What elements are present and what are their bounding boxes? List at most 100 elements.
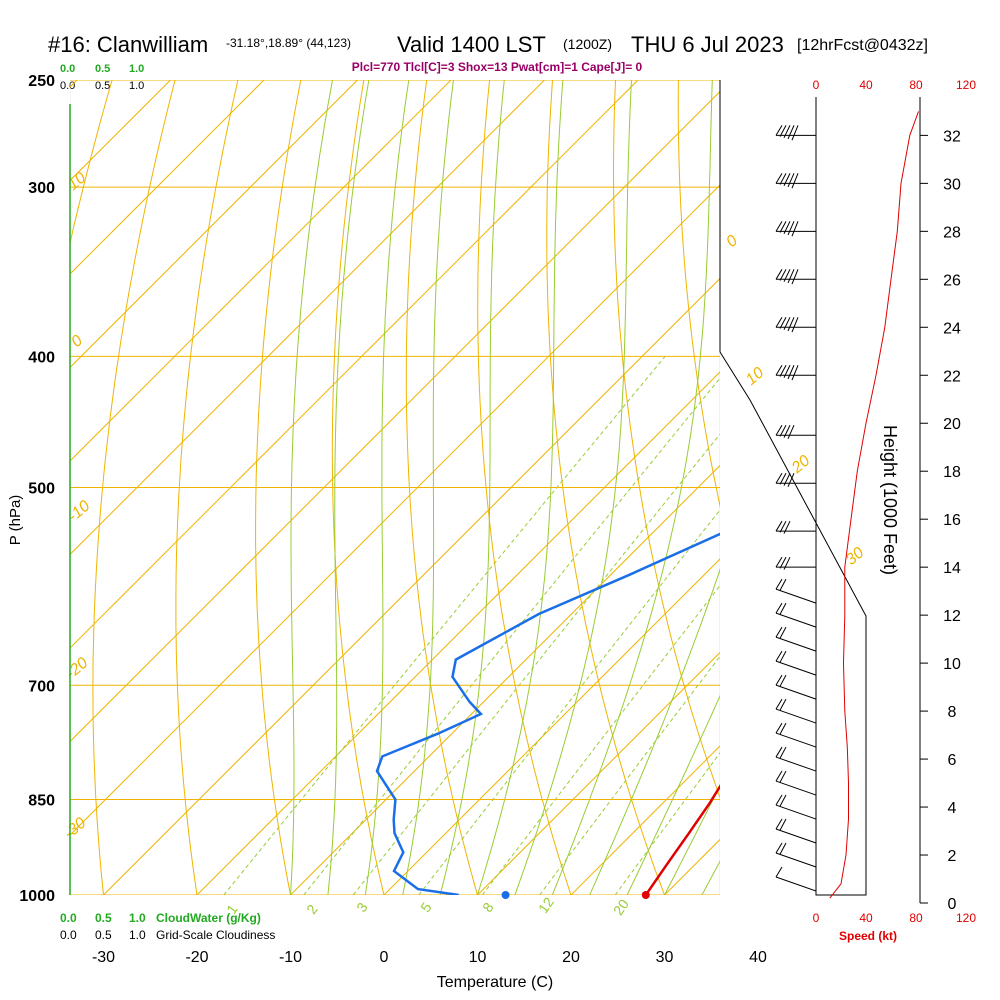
cloudiness-tick: 0.0 — [60, 928, 77, 942]
dry-adiabat-line — [928, 56, 1000, 895]
wind-barb-flag — [791, 221, 799, 237]
speed-tick-label: 120 — [956, 911, 976, 925]
speed-axis-label: Speed (kt) — [839, 929, 897, 943]
wind-barb — [775, 578, 817, 604]
moist-adiabat-line — [589, 568, 720, 895]
surface-dewpoint-marker — [501, 891, 510, 899]
speed-tick-label: 0 — [813, 911, 820, 925]
wind-barb — [775, 520, 816, 534]
height-tick-label: 26 — [943, 272, 961, 289]
cloudiness-tick: 0.5 — [95, 80, 110, 92]
wind-barb-staff — [775, 876, 817, 892]
wind-barb-flag — [779, 317, 787, 329]
thermo-grid — [70, 56, 1000, 895]
isotherm-line — [70, 80, 452, 462]
mixing-ratio-line — [418, 509, 720, 895]
wind-barb-flag — [775, 556, 783, 568]
mixing-ratio-label: 8 — [479, 899, 497, 915]
mixing-ratio-label: 2 — [303, 901, 321, 917]
utc-time: (1200Z) — [563, 36, 612, 52]
dry-adiabat-label: -20 — [63, 655, 92, 683]
wind-barb — [775, 626, 817, 652]
speed-tick-label: 0 — [813, 78, 820, 92]
valid-time: Valid 1400 LST — [397, 32, 546, 57]
wind-barb-staff — [775, 852, 817, 868]
dry-adiabat-line — [175, 80, 239, 895]
wind-barb — [775, 842, 817, 868]
forecast-date: THU 6 Jul 2023 — [631, 32, 784, 57]
speed-tick-label: 40 — [859, 911, 873, 925]
temperature-tick-label: -30 — [92, 949, 115, 966]
pressure-tick-label: 300 — [28, 180, 55, 197]
wind-barb-staff — [775, 780, 817, 796]
isotherm-line — [758, 80, 1000, 895]
wind-barb-flag — [787, 365, 795, 380]
mixing-ratio-line — [303, 377, 720, 895]
mixing-ratio-label: 3 — [353, 899, 371, 915]
wind-barb-flag — [779, 674, 787, 687]
wind-barb-flag — [775, 173, 783, 184]
wind-barb-flag — [783, 173, 791, 186]
wind-barb-flag — [783, 520, 791, 534]
mixing-ratio-label: 12 — [535, 894, 557, 916]
height-tick-label: 32 — [943, 128, 961, 145]
cloudiness-tick: 1.0 — [129, 928, 146, 942]
wind-barb — [775, 794, 817, 820]
wind-barb-staff — [775, 732, 817, 748]
dry-adiabat-line — [612, 80, 720, 800]
moist-adiabat-line — [327, 80, 370, 895]
dewpoint-line — [375, 532, 720, 895]
dry-adiabat-line — [741, 56, 945, 895]
height-tick-label: 0 — [948, 896, 957, 913]
wind-barb-flag — [779, 650, 787, 663]
mixing-ratio-line — [614, 752, 720, 895]
wind-barb-flag — [775, 794, 783, 806]
height-tick-label: 4 — [948, 800, 957, 817]
cloudwater-label: CloudWater (g/Kg) — [156, 911, 261, 925]
wind-barb-flag — [779, 722, 787, 735]
height-tick-label: 20 — [943, 416, 961, 433]
dry-adiabat-label: 10 — [743, 364, 768, 389]
isotherm-line — [945, 80, 1000, 895]
wind-barb-flag — [775, 698, 783, 710]
wind-barb-staff — [775, 588, 817, 604]
moist-adiabat-line — [477, 80, 564, 895]
wind-barb-flag — [779, 770, 787, 783]
dry-adiabat-line — [70, 80, 113, 246]
speed-tick-label: 80 — [909, 911, 923, 925]
wind-barb — [775, 722, 817, 748]
wind-barb-staff — [775, 684, 817, 700]
mixing-ratio-line — [223, 355, 666, 895]
wind-barb-flag — [779, 472, 787, 485]
wind-barb — [775, 424, 816, 440]
wind-barb-flag — [779, 173, 787, 185]
dry-adiabat-line — [92, 80, 176, 895]
moist-adiabat-line — [290, 80, 333, 895]
height-tick-label: 2 — [948, 848, 957, 865]
cloudwater-tick: 0.5 — [95, 63, 110, 75]
height-tick-label: 8 — [948, 704, 957, 721]
wind-barb-flag — [775, 472, 783, 484]
cloudiness-label: Grid-Scale Cloudiness — [156, 928, 275, 942]
isotherm-line — [70, 80, 265, 275]
temperature-axis-label: Temperature (C) — [437, 974, 553, 991]
wind-barb-flag — [779, 746, 787, 759]
wind-barb-flag — [783, 221, 791, 234]
height-tick-label: 22 — [943, 368, 961, 385]
wind-barb-flag — [775, 269, 783, 280]
cloudwater-tick: 1.0 — [129, 63, 144, 75]
height-axis-label: Height (1000 Feet) — [880, 425, 900, 575]
wind-barb-staff — [775, 828, 817, 844]
surface-markers — [501, 891, 650, 899]
wind-barb — [775, 602, 817, 628]
wind-barb — [775, 770, 817, 796]
dry-adiabat-line — [677, 80, 720, 509]
isotherm-line — [383, 558, 720, 895]
cloudwater-tick: 0.5 — [95, 911, 112, 925]
wind-barb — [775, 818, 817, 844]
wind-barb-flag — [787, 269, 795, 284]
wind-barb-flag — [779, 520, 787, 533]
moist-adiabat-line — [402, 80, 454, 895]
